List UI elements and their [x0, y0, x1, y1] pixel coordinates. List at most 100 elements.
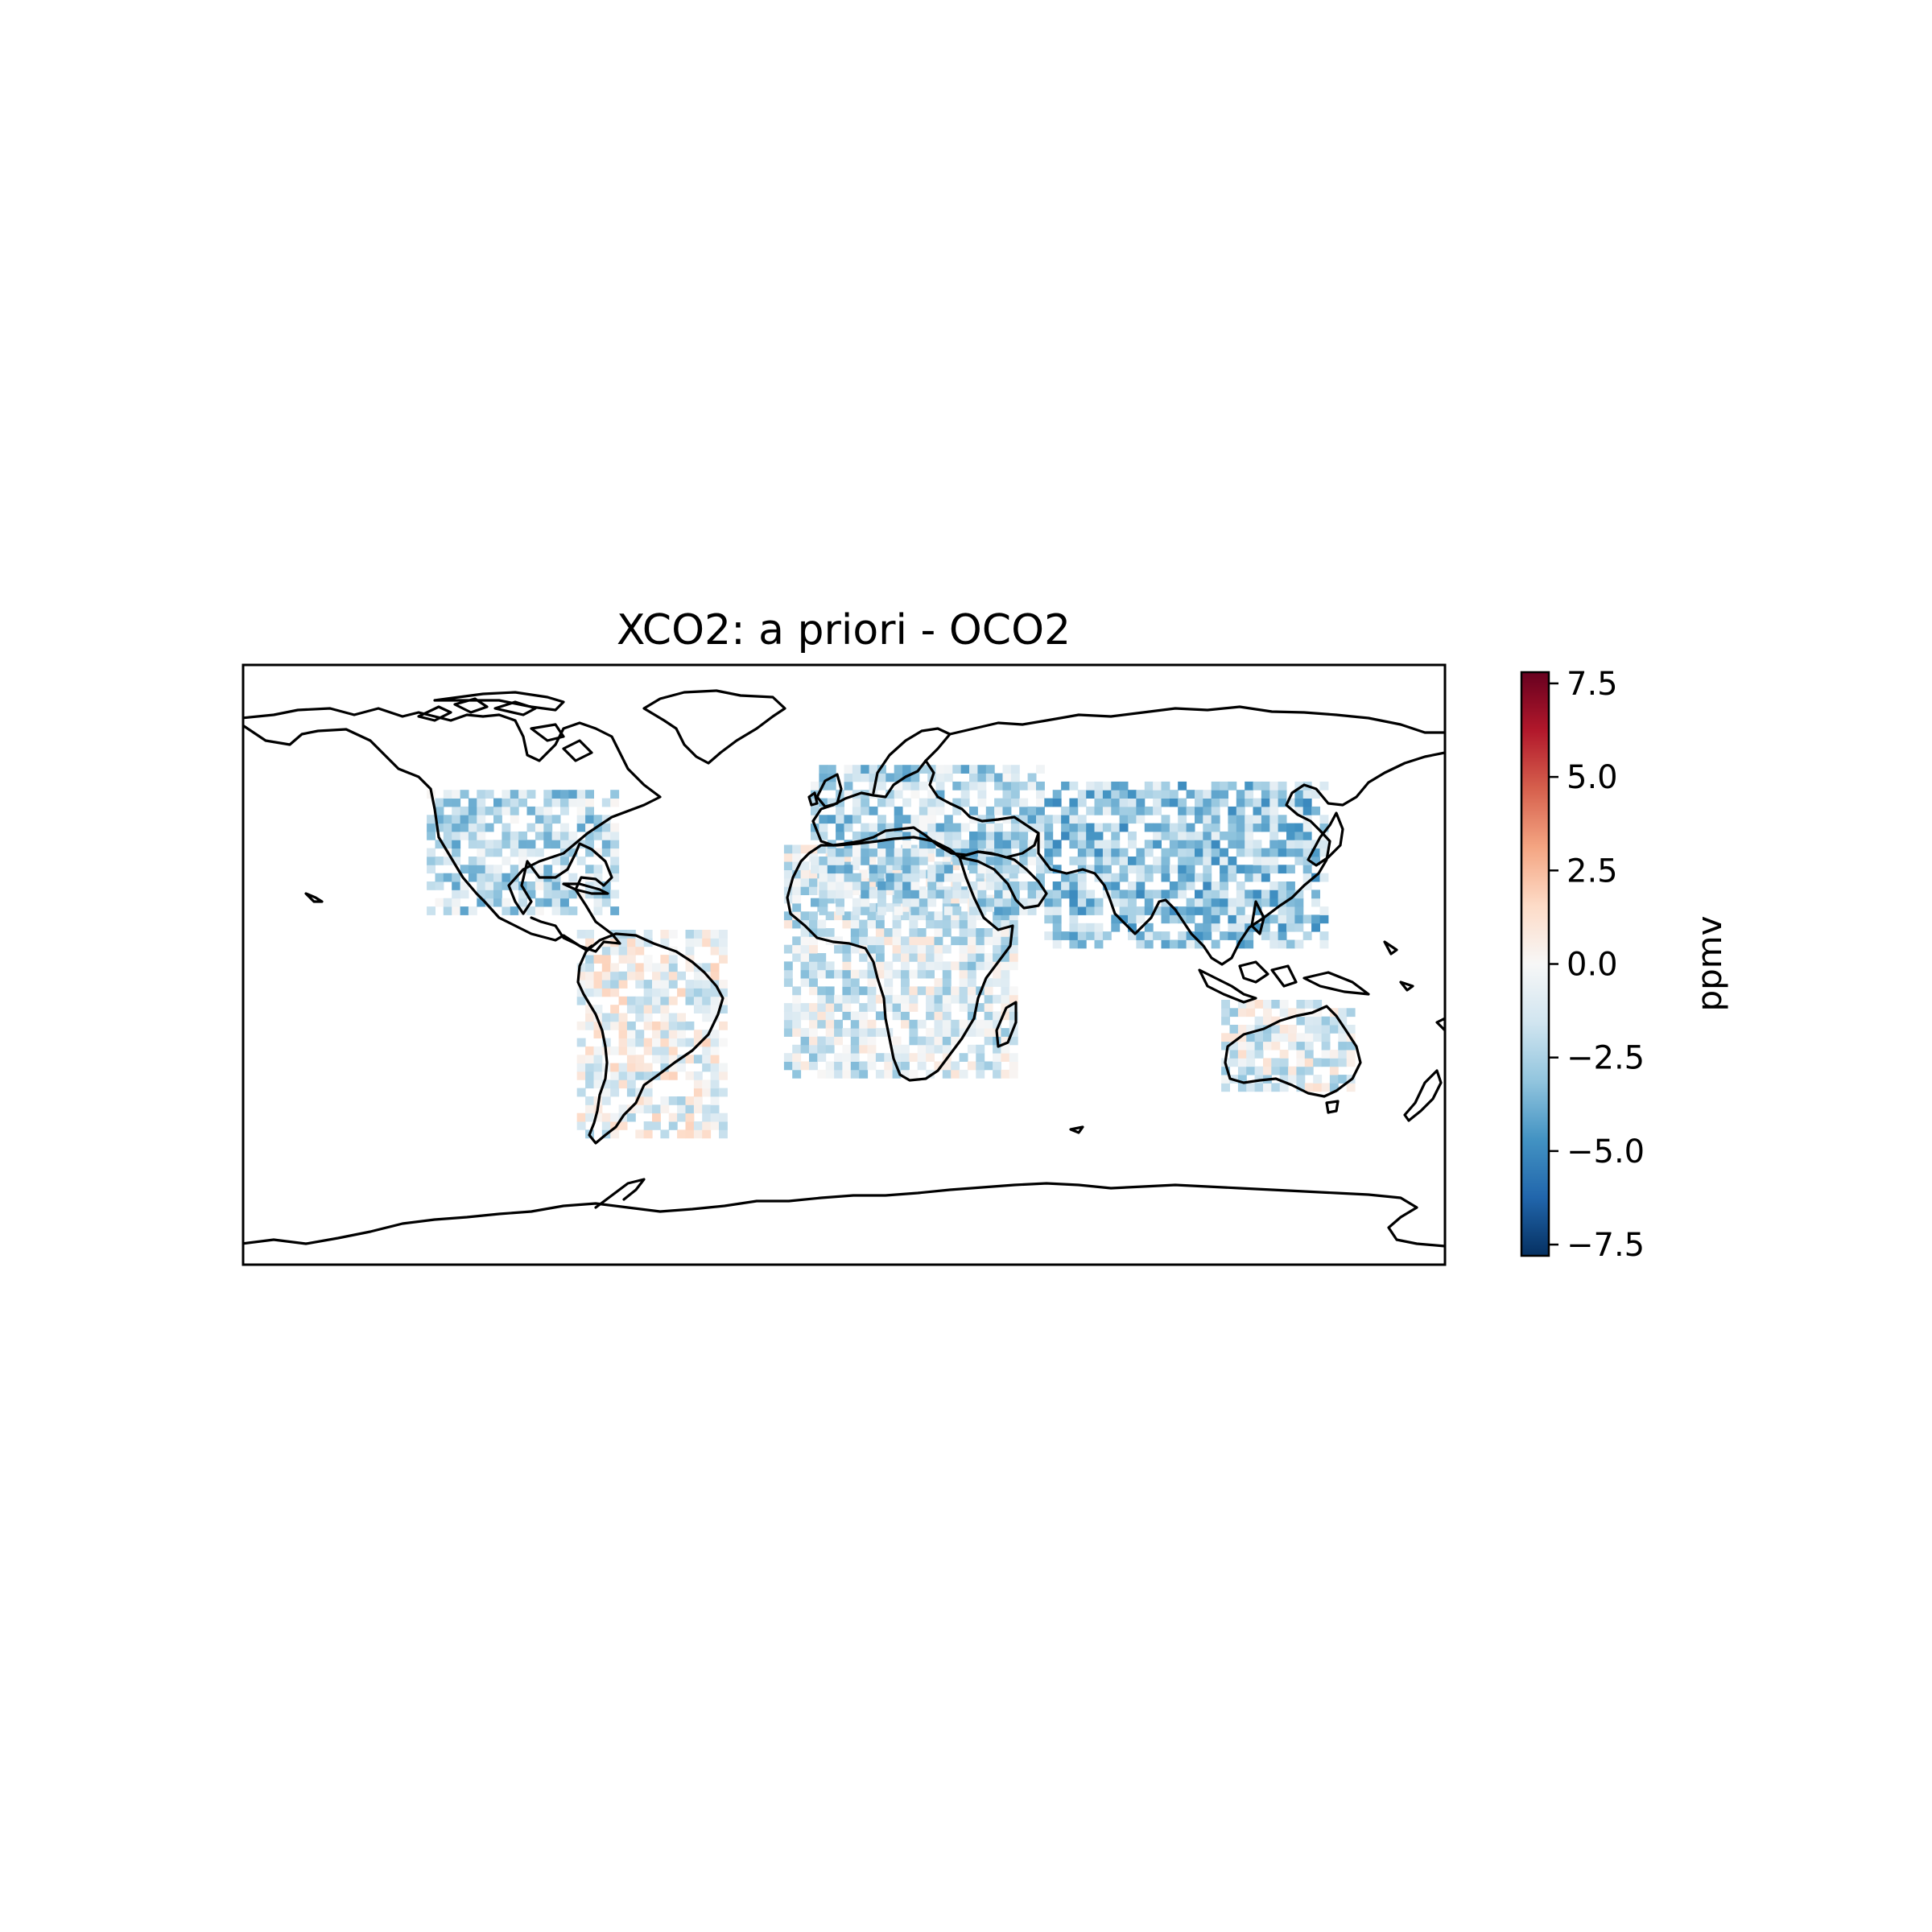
data-cell — [842, 1011, 852, 1021]
data-cell — [819, 881, 828, 890]
data-cell — [1236, 831, 1245, 840]
data-cell — [902, 898, 911, 907]
data-cell — [1001, 994, 1010, 1004]
data-cell — [468, 857, 477, 865]
data-cell — [819, 890, 828, 899]
data-cell — [800, 978, 810, 987]
data-cell — [1228, 873, 1237, 882]
data-cell — [1296, 1033, 1306, 1042]
data-cell — [1346, 1083, 1356, 1092]
data-cell — [551, 790, 561, 799]
data-cell — [792, 1028, 802, 1037]
data-cell — [827, 865, 836, 874]
data-cell — [901, 936, 910, 946]
data-cell — [610, 963, 620, 972]
data-cell — [1009, 936, 1018, 946]
data-cell — [1128, 806, 1137, 815]
data-cell — [951, 961, 960, 971]
data-cell — [993, 961, 1001, 971]
data-cell — [452, 873, 461, 882]
data-cell — [867, 944, 877, 954]
data-cell — [1229, 1041, 1239, 1051]
data-cell — [1245, 890, 1254, 899]
data-cell — [942, 986, 952, 996]
data-cell — [610, 1063, 620, 1072]
data-cell — [1153, 790, 1162, 799]
data-cell — [652, 980, 661, 989]
data-cell — [593, 1055, 603, 1064]
data-cell — [1245, 823, 1254, 832]
data-cell — [702, 963, 712, 972]
data-cell — [493, 881, 502, 890]
data-cell — [1253, 923, 1262, 932]
data-cell — [850, 861, 860, 870]
data-cell — [1338, 1041, 1348, 1051]
data-cell — [985, 857, 995, 865]
data-cell — [800, 886, 810, 895]
data-cell — [576, 1038, 586, 1047]
data-cell — [1254, 1083, 1264, 1092]
data-cell — [942, 1069, 952, 1079]
data-cell — [1111, 831, 1121, 840]
data-cell — [601, 823, 611, 832]
data-cell — [1001, 928, 1010, 937]
data-cell — [1161, 831, 1170, 840]
data-cell — [660, 1129, 670, 1139]
data-cell — [710, 1013, 720, 1022]
data-cell — [894, 790, 903, 799]
data-cell — [993, 1044, 1001, 1054]
data-cell — [985, 865, 995, 874]
data-cell — [967, 1003, 976, 1012]
data-cell — [585, 1063, 594, 1072]
data-cell — [969, 831, 978, 840]
data-cell — [977, 815, 987, 824]
data-cell — [518, 857, 527, 865]
data-cell — [977, 857, 987, 865]
data-cell — [910, 848, 920, 857]
data-cell — [869, 873, 878, 882]
data-cell — [1001, 944, 1010, 954]
data-cell — [585, 865, 594, 874]
data-cell — [943, 831, 953, 840]
data-cell — [601, 980, 611, 989]
data-cell — [1237, 1000, 1247, 1009]
data-cell — [1279, 1000, 1289, 1009]
data-cell — [1236, 898, 1245, 907]
data-cell — [927, 823, 937, 832]
data-cell — [994, 773, 1003, 782]
data-cell — [1311, 890, 1320, 899]
data-cell — [1153, 890, 1162, 899]
data-cell — [677, 1129, 686, 1139]
data-cell — [817, 1019, 827, 1029]
data-cell — [719, 1121, 728, 1130]
data-cell — [502, 823, 511, 832]
data-cell — [867, 936, 877, 946]
data-cell — [435, 823, 444, 832]
data-cell — [960, 848, 970, 857]
data-cell — [850, 886, 860, 895]
data-cell — [844, 823, 853, 832]
data-cell — [1288, 1008, 1297, 1018]
data-cell — [452, 790, 461, 799]
data-cell — [493, 890, 502, 899]
data-cell — [827, 781, 836, 791]
data-cell — [909, 928, 919, 937]
data-cell — [850, 1044, 860, 1054]
data-cell — [643, 1021, 653, 1030]
coast-antarctica — [243, 1182, 1445, 1248]
data-cell — [1128, 857, 1137, 865]
data-cell — [618, 1071, 628, 1080]
data-cell — [1246, 1058, 1256, 1067]
data-cell — [825, 1036, 835, 1046]
data-cell — [1052, 890, 1062, 899]
data-cell — [1036, 865, 1045, 874]
colorbar-tick-label: 2.5 — [1567, 852, 1618, 890]
data-cell — [1195, 848, 1203, 857]
data-cell — [593, 980, 603, 989]
data-cell — [719, 980, 728, 989]
data-cell — [1313, 1025, 1323, 1034]
data-cell — [819, 815, 828, 824]
data-cell — [1203, 848, 1212, 857]
data-cell — [1102, 873, 1112, 882]
data-cell — [852, 857, 861, 865]
